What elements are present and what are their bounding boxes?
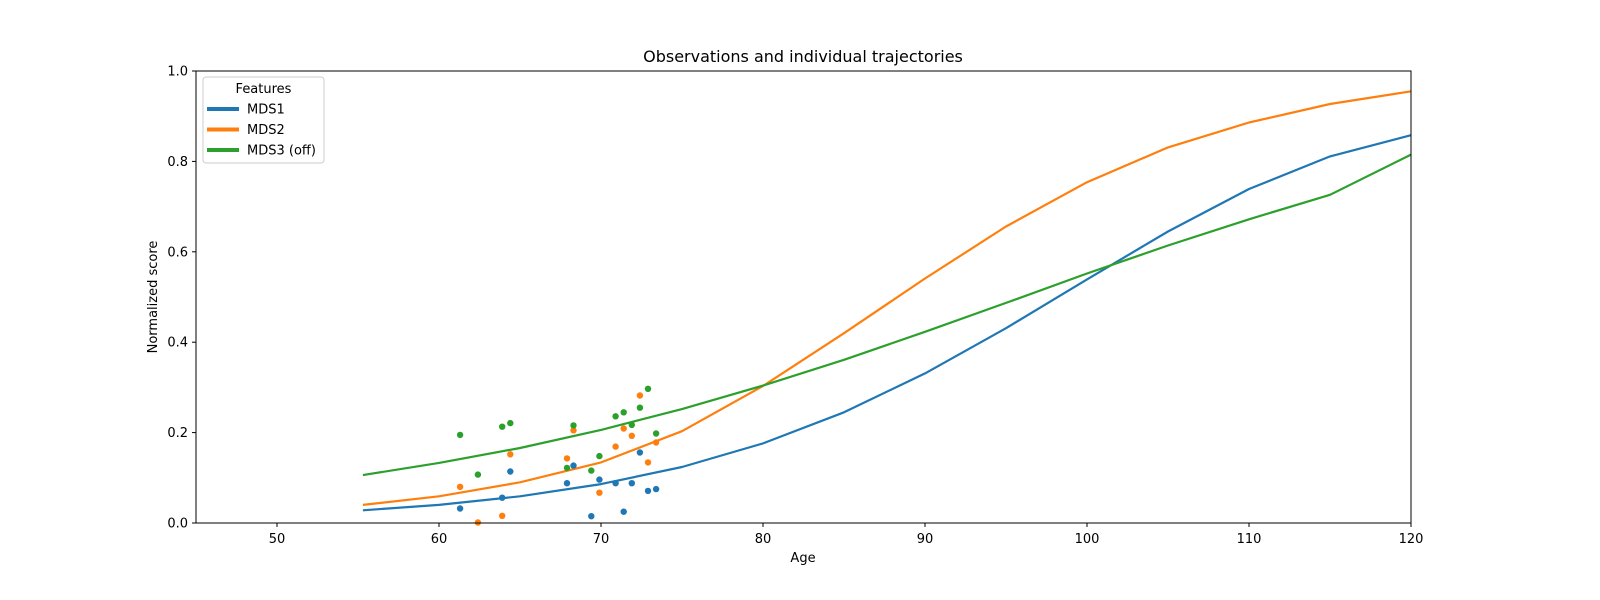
data-point bbox=[570, 422, 577, 429]
data-point bbox=[620, 425, 627, 432]
x-tick-label: 80 bbox=[755, 532, 772, 547]
data-point bbox=[499, 494, 506, 501]
y-tick-label: 1.0 bbox=[167, 65, 188, 80]
data-point bbox=[628, 421, 635, 429]
legend-entry: MDS1 bbox=[247, 103, 285, 118]
legend-box bbox=[202, 76, 325, 164]
data-point bbox=[596, 489, 603, 496]
legend-title: Features bbox=[236, 82, 292, 97]
data-point bbox=[636, 449, 644, 456]
axis-ticks: 50 60 70 80 90 100 110 120 0.0 0.2 0.4 0.6 0.8 1.0 bbox=[167, 65, 1423, 548]
data-point bbox=[563, 464, 571, 472]
x-axis-label: Age bbox=[790, 551, 815, 566]
trajectory-curves bbox=[362, 90, 1412, 512]
data-point bbox=[507, 419, 514, 427]
data-point bbox=[596, 476, 603, 483]
data-point bbox=[507, 468, 514, 475]
data-point bbox=[636, 392, 644, 399]
observation-points bbox=[456, 385, 660, 526]
data-point bbox=[644, 459, 652, 466]
data-point bbox=[570, 427, 577, 434]
y-axis-label: Normalized score bbox=[146, 241, 161, 354]
x-tick-label: 60 bbox=[431, 532, 448, 547]
legend: Features MDS1 MDS2 MDS3 (off) bbox=[202, 76, 325, 164]
data-point bbox=[596, 452, 603, 460]
curve-mds2 bbox=[362, 90, 1412, 506]
y-tick-label: 0.4 bbox=[167, 336, 188, 351]
data-point bbox=[563, 480, 571, 487]
x-tick-label: 120 bbox=[1399, 532, 1424, 547]
data-point bbox=[456, 483, 464, 490]
data-point bbox=[588, 513, 595, 520]
data-point bbox=[628, 480, 635, 487]
curve-mds1 bbox=[362, 134, 1412, 512]
y-tick-label: 0.8 bbox=[167, 155, 188, 170]
data-point bbox=[499, 423, 506, 430]
x-tick-label: 70 bbox=[593, 532, 610, 547]
x-tick-label: 90 bbox=[917, 532, 934, 547]
y-tick-label: 0.0 bbox=[167, 517, 188, 532]
data-point bbox=[636, 404, 644, 411]
data-point bbox=[652, 430, 660, 437]
chart-title: Observations and individual trajectories bbox=[643, 47, 963, 66]
data-point bbox=[620, 409, 627, 416]
data-point bbox=[628, 432, 635, 439]
y-tick-label: 0.6 bbox=[167, 245, 188, 260]
data-point bbox=[588, 467, 595, 474]
data-point bbox=[499, 512, 506, 519]
data-point bbox=[474, 471, 482, 478]
plot-frame bbox=[195, 70, 1412, 524]
data-point bbox=[652, 439, 660, 446]
data-point bbox=[507, 451, 514, 458]
x-tick-label: 110 bbox=[1237, 532, 1262, 547]
legend-entry: MDS2 bbox=[247, 123, 285, 138]
x-tick-label: 100 bbox=[1075, 532, 1100, 547]
data-point bbox=[456, 505, 464, 512]
curve-mds3-off bbox=[362, 153, 1412, 477]
data-point bbox=[612, 480, 619, 487]
data-point bbox=[570, 462, 577, 469]
data-point bbox=[456, 431, 464, 439]
x-tick-label: 50 bbox=[269, 532, 286, 547]
data-point bbox=[563, 455, 571, 462]
y-tick-label: 0.2 bbox=[167, 426, 188, 441]
data-point bbox=[644, 487, 652, 495]
legend-entry: MDS3 (off) bbox=[247, 144, 316, 159]
data-point bbox=[644, 385, 652, 392]
data-point bbox=[620, 508, 627, 515]
data-point bbox=[612, 443, 619, 450]
data-point bbox=[652, 485, 660, 493]
data-point bbox=[612, 413, 619, 420]
